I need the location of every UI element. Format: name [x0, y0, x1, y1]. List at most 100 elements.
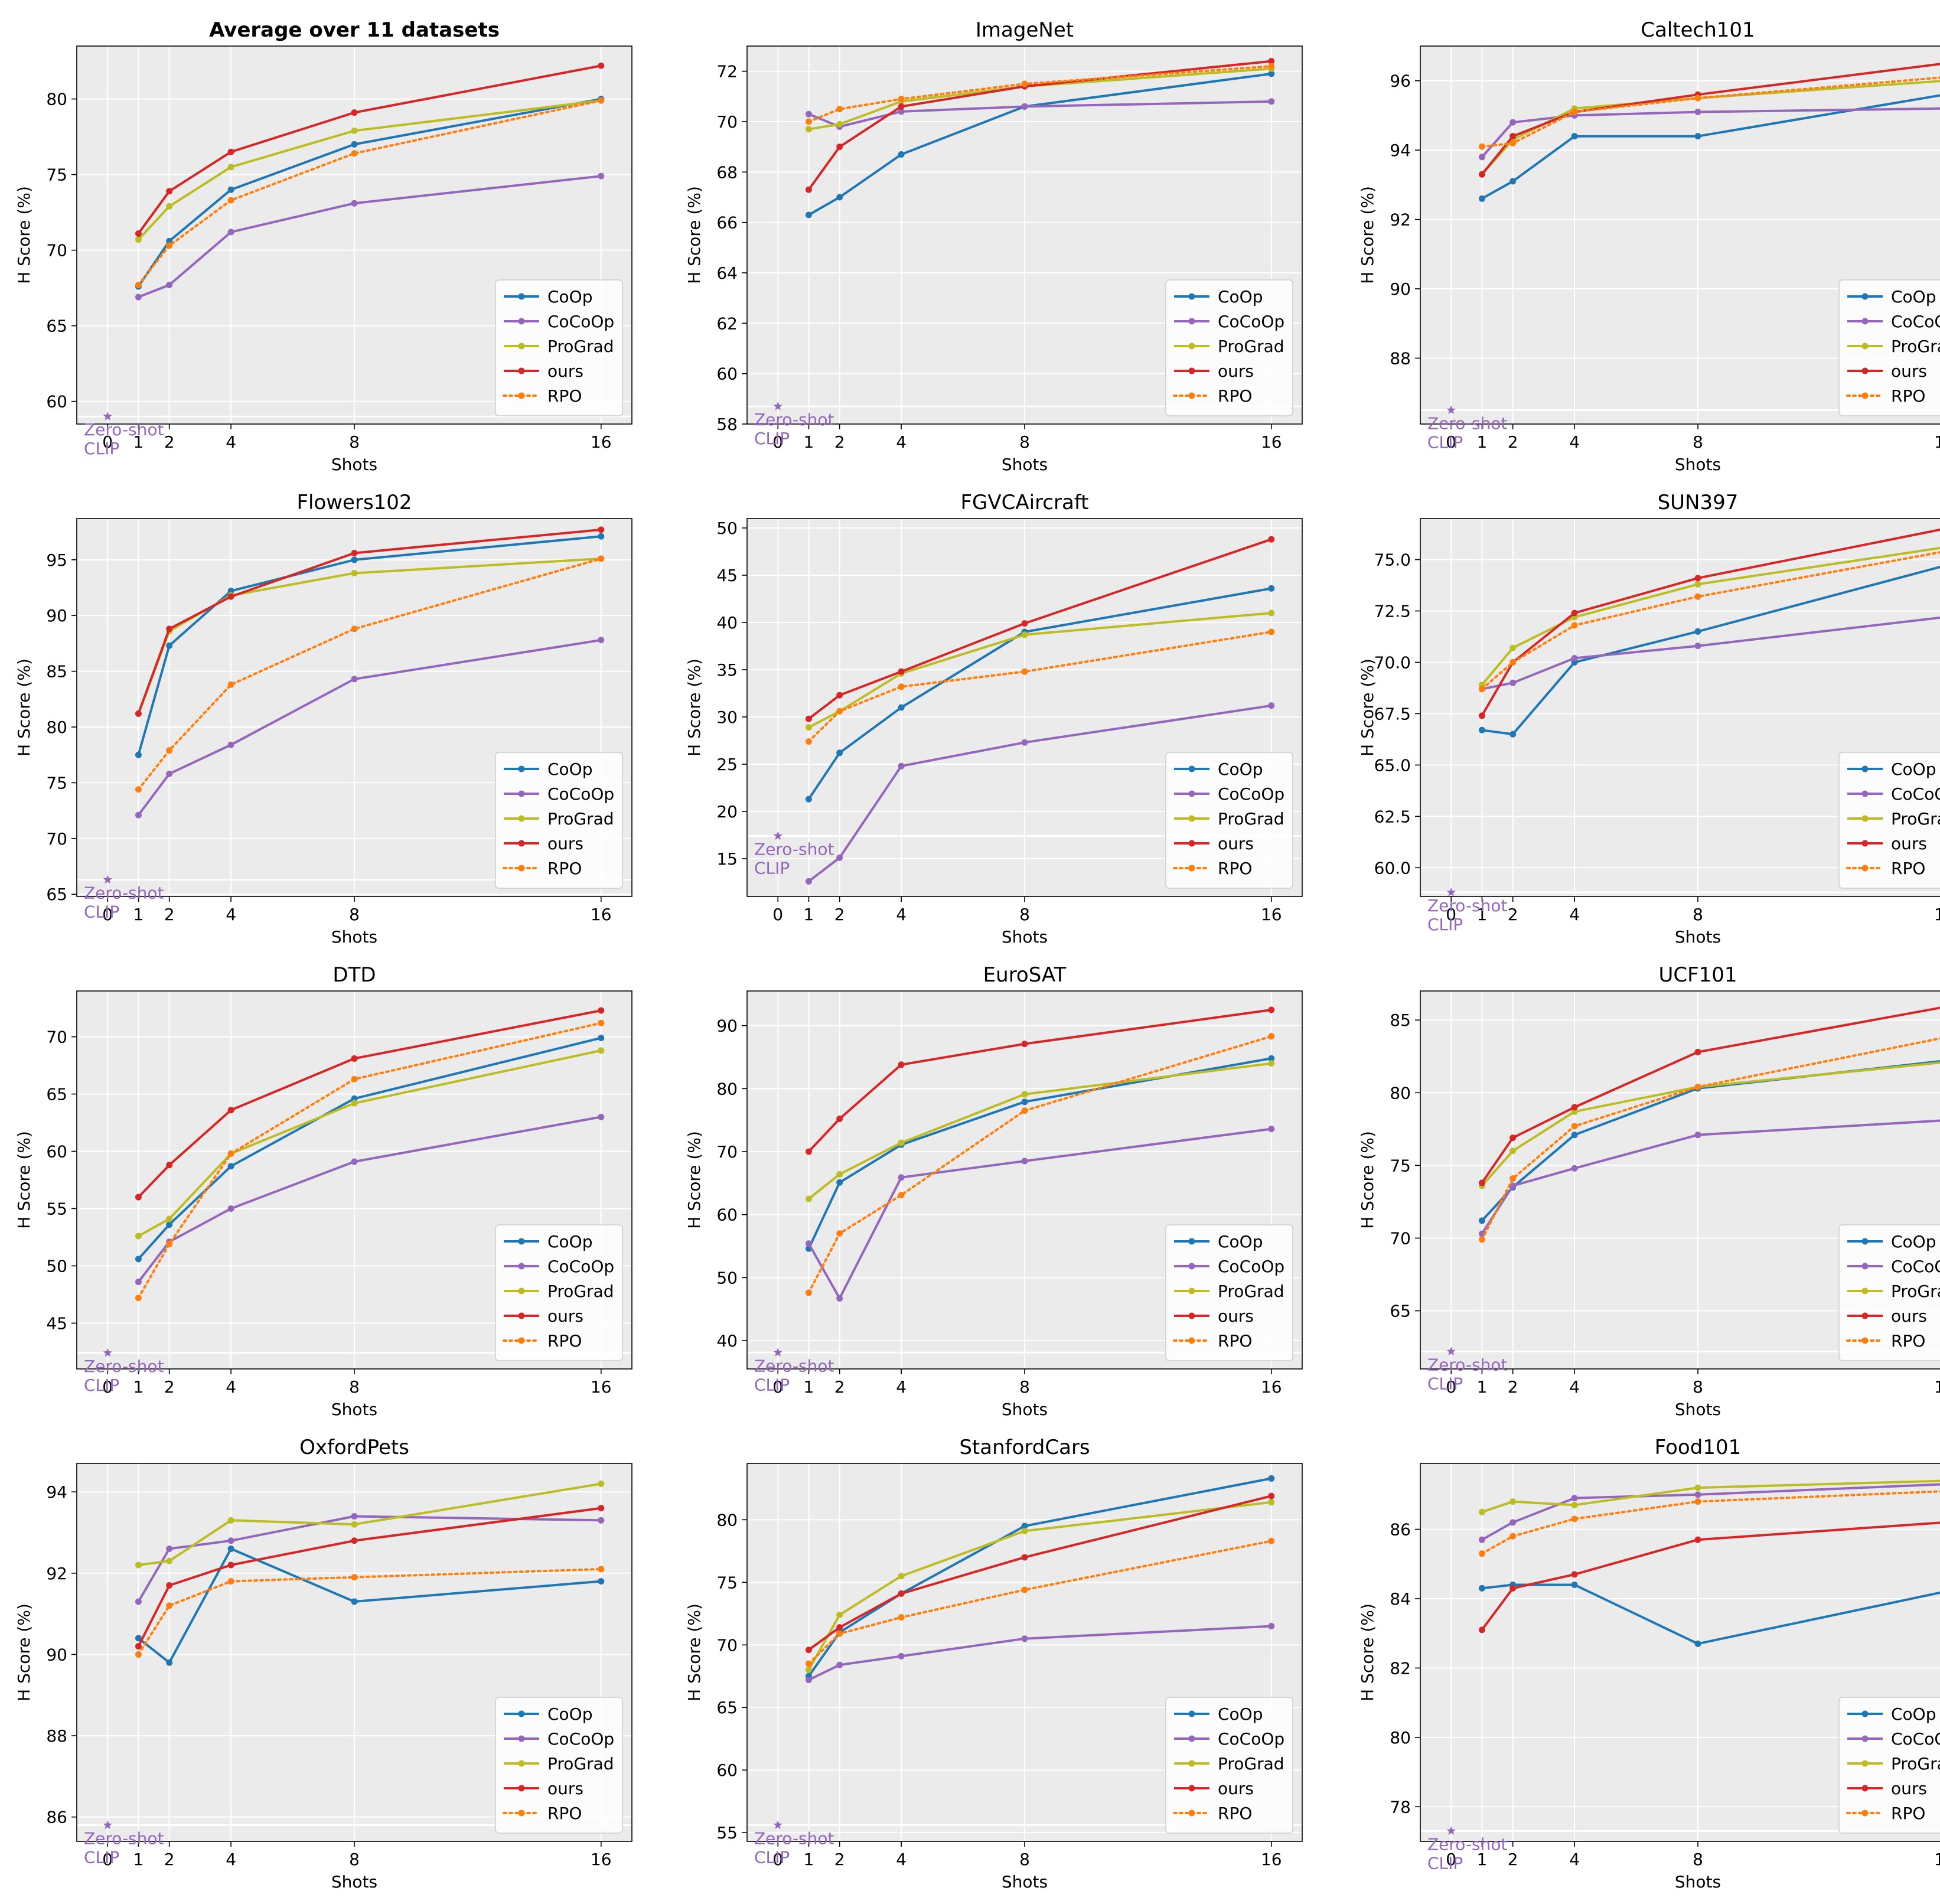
data-point-prograd: [1509, 644, 1517, 651]
data-point-rpo: [1571, 1515, 1578, 1522]
y-tick-label: 86: [46, 1808, 67, 1827]
x-axis-label: Shots: [1675, 927, 1721, 947]
legend-marker-rpo: [1861, 1337, 1869, 1344]
chart-title: StanfordCars: [959, 1436, 1090, 1459]
data-point-coop: [1571, 1582, 1578, 1589]
legend-label-ours: ours: [1891, 1306, 1927, 1326]
data-point-prograd: [351, 1100, 358, 1107]
data-point-cocoop: [166, 1546, 173, 1553]
zero-shot-label: Zero-shot: [754, 1828, 834, 1848]
data-point-cocoop: [805, 1240, 812, 1247]
legend-label-prograd: ProGrad: [1891, 809, 1940, 829]
data-point-cocoop: [598, 172, 605, 180]
y-tick-label: 92: [1390, 210, 1411, 230]
data-point-rpo: [1268, 1537, 1275, 1544]
data-point-rpo: [351, 150, 358, 157]
zero-shot-label: Zero-shot: [1427, 896, 1508, 915]
data-point-ours: [898, 1590, 905, 1597]
legend-marker-prograd: [1861, 343, 1869, 350]
chart-panel: 0 1 2 4 8 16 55 60 65 70 75 80 StanfordCars Shots H Sc…: [684, 1436, 1303, 1892]
legend-label-ours: ours: [547, 834, 583, 853]
x-tick-label: 0: [772, 432, 783, 452]
x-tick-label: 16: [1261, 1377, 1282, 1397]
legend-marker-rpo: [518, 865, 525, 872]
data-point-rpo: [1021, 1107, 1028, 1114]
chart-title: FGVCAircraft: [960, 491, 1088, 514]
legend-marker-coop: [1861, 765, 1869, 772]
y-tick-label: 60: [46, 1142, 67, 1162]
data-point-cocoop: [166, 770, 173, 777]
data-point-rpo: [227, 1578, 234, 1585]
zero-shot-star-icon: [103, 1348, 112, 1357]
data-point-prograd: [1509, 1147, 1517, 1155]
y-tick-label: 15: [716, 849, 738, 869]
zero-shot-star-icon: [103, 1820, 112, 1829]
chart-title: ImageNet: [976, 18, 1074, 42]
data-point-ours: [1571, 1571, 1578, 1578]
x-tick-label: 16: [1261, 1850, 1282, 1869]
data-point-ours: [1021, 1554, 1028, 1561]
legend-label-cocoop: CoCoOp: [547, 312, 614, 331]
data-point-coop: [1021, 1098, 1028, 1106]
y-tick-label: 86: [1390, 1520, 1411, 1540]
data-point-cocoop: [898, 108, 905, 115]
data-point-coop: [166, 642, 173, 649]
data-point-prograd: [836, 120, 843, 128]
y-tick-label: 80: [1390, 1083, 1411, 1103]
legend-label-rpo: RPO: [1891, 1331, 1925, 1351]
data-point-cocoop: [1021, 739, 1028, 746]
legend-label-cocoop: CoCoOp: [1891, 784, 1940, 804]
zero-shot-label: Zero-shot: [84, 420, 164, 439]
x-tick-label: 2: [164, 1850, 175, 1869]
data-point-ours: [1694, 1536, 1701, 1543]
y-tick-label: 70: [716, 1142, 738, 1162]
data-point-coop: [227, 588, 234, 595]
y-axis-label: H Score (%): [14, 1603, 34, 1701]
y-axis-label: H Score (%): [684, 1603, 704, 1701]
legend-label-ours: ours: [1218, 1779, 1254, 1798]
x-tick-label: 8: [1693, 1850, 1703, 1869]
y-tick-label: 70.0: [1374, 653, 1411, 672]
chart-title: Flowers102: [296, 491, 412, 514]
data-point-prograd: [1021, 1091, 1028, 1098]
y-tick-label: 90: [716, 1016, 738, 1036]
y-tick-label: 65.0: [1374, 755, 1411, 775]
y-tick-label: 45: [46, 1313, 67, 1333]
legend-label-coop: CoOp: [547, 287, 593, 307]
data-point-prograd: [836, 1171, 843, 1178]
chart-title: SUN397: [1658, 491, 1739, 514]
x-tick-label: 16: [1934, 1377, 1940, 1397]
data-point-cocoop: [1571, 1495, 1578, 1502]
y-tick-label: 60: [716, 1760, 738, 1780]
legend-label-ours: ours: [547, 361, 583, 381]
x-axis-label: Shots: [331, 455, 377, 474]
y-tick-label: 50: [716, 1268, 738, 1287]
legend-marker-coop: [1188, 1238, 1195, 1245]
data-point-ours: [135, 1643, 142, 1650]
y-tick-label: 67.5: [1374, 704, 1411, 723]
x-tick-label: 1: [1477, 432, 1488, 452]
x-tick-label: 2: [834, 1377, 845, 1397]
data-point-rpo: [166, 1241, 173, 1248]
y-tick-label: 50: [46, 1256, 67, 1276]
legend-marker-ours: [518, 1785, 525, 1792]
y-tick-label: 60: [716, 364, 738, 384]
series-line-rpo: [807, 1035, 1273, 1294]
data-point-coop: [598, 1578, 605, 1585]
chart-panel: 0 1 2 4 8 16 86 88 90 92 94 OxfordPets Shots H Score …: [14, 1436, 632, 1892]
data-point-rpo: [598, 555, 605, 562]
y-tick-label: 68: [716, 162, 738, 182]
zero-shot-label-clip: CLIP: [1427, 433, 1463, 452]
y-tick-label: 80: [716, 1079, 738, 1098]
y-tick-label: 60.0: [1374, 858, 1411, 878]
data-point-coop: [1268, 585, 1275, 592]
legend-label-prograd: ProGrad: [1218, 1282, 1284, 1301]
x-tick-label: 0: [102, 1850, 113, 1869]
x-tick-label: 0: [772, 1377, 783, 1397]
legend-label-rpo: RPO: [1891, 859, 1925, 878]
x-tick-label: 0: [1446, 905, 1456, 924]
y-tick-label: 85: [1390, 1010, 1411, 1030]
data-point-prograd: [227, 1517, 234, 1524]
y-tick-label: 84: [1390, 1589, 1411, 1609]
legend-marker-cocoop: [518, 1263, 525, 1270]
